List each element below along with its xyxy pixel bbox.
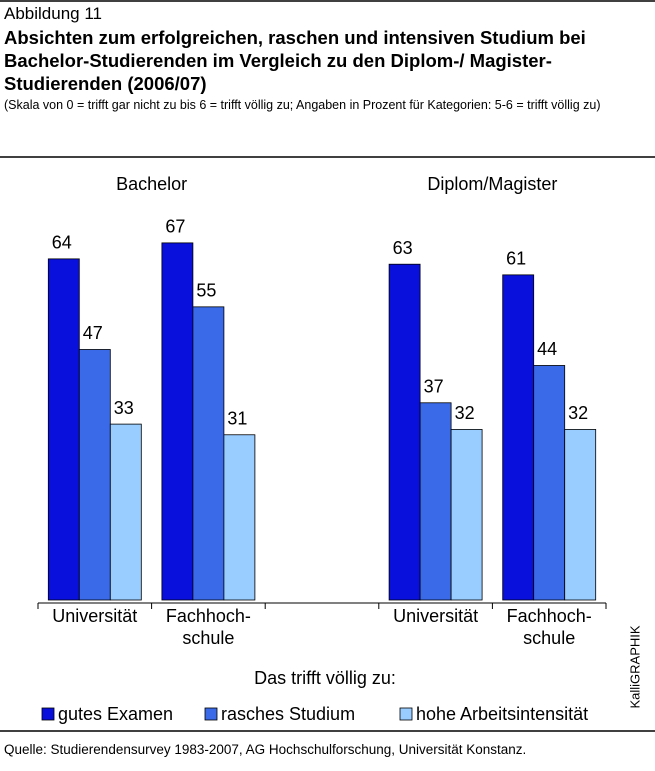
header: Abbildung 11 Absichten zum erfolgreichen… [4,4,649,114]
credit: KalliGRAPHIK [627,625,642,708]
bar [388,263,421,601]
subtitle: (Skala von 0 = trifft gar nicht zu bis 6… [4,98,601,112]
title: Absichten zum erfolgreichen, raschen und… [4,27,586,94]
bar [533,365,566,601]
group-label: Diplom/Magister [427,174,557,194]
bar [223,434,256,601]
bar [161,242,194,601]
x-tick-label: Fachhoch-schule [507,606,592,648]
value-label: 37 [424,377,444,397]
value-label: 31 [227,409,247,429]
x-tick-label: Fachhoch-schule [166,606,251,648]
x-tick-label-line: Fachhoch- [507,606,592,626]
legend-label: hohe Arbeitsintensität [416,704,588,724]
value-label: 44 [537,339,557,359]
legend-title: Das trifft völlig zu: [254,668,396,688]
value-label: 55 [196,281,216,301]
legend-swatch [399,707,413,721]
value-label: 64 [52,233,72,253]
x-tick-label: Universität [393,606,478,626]
bar [47,258,80,601]
value-label: 67 [165,217,185,237]
x-tick-label-line: schule [182,628,234,648]
value-label: 47 [83,323,103,343]
value-label: 32 [455,403,475,423]
source: Quelle: Studierendensurvey 1983-2007, AG… [4,742,527,757]
x-tick-label-line: schule [523,628,575,648]
bar [109,423,142,601]
value-label: 33 [114,398,134,418]
bar [192,306,225,601]
value-label: 63 [393,238,413,258]
x-tick-label-line: Universität [393,606,478,626]
x-tick-label-line: Universität [52,606,137,626]
legend-swatch [41,707,55,721]
bar [419,402,452,601]
legend-label: rasches Studium [221,704,355,724]
figure-number: Abbildung 11 [4,4,102,23]
bar [450,429,483,601]
x-tick-label: Universität [52,606,137,626]
legend-label: gutes Examen [58,704,173,724]
value-label: 61 [506,249,526,269]
bar [502,274,535,601]
bar [564,429,597,601]
legend-swatch [204,707,218,721]
value-label: 32 [568,403,588,423]
x-tick-label-line: Fachhoch- [166,606,251,626]
group-label: Bachelor [116,174,187,194]
bar [78,349,111,601]
